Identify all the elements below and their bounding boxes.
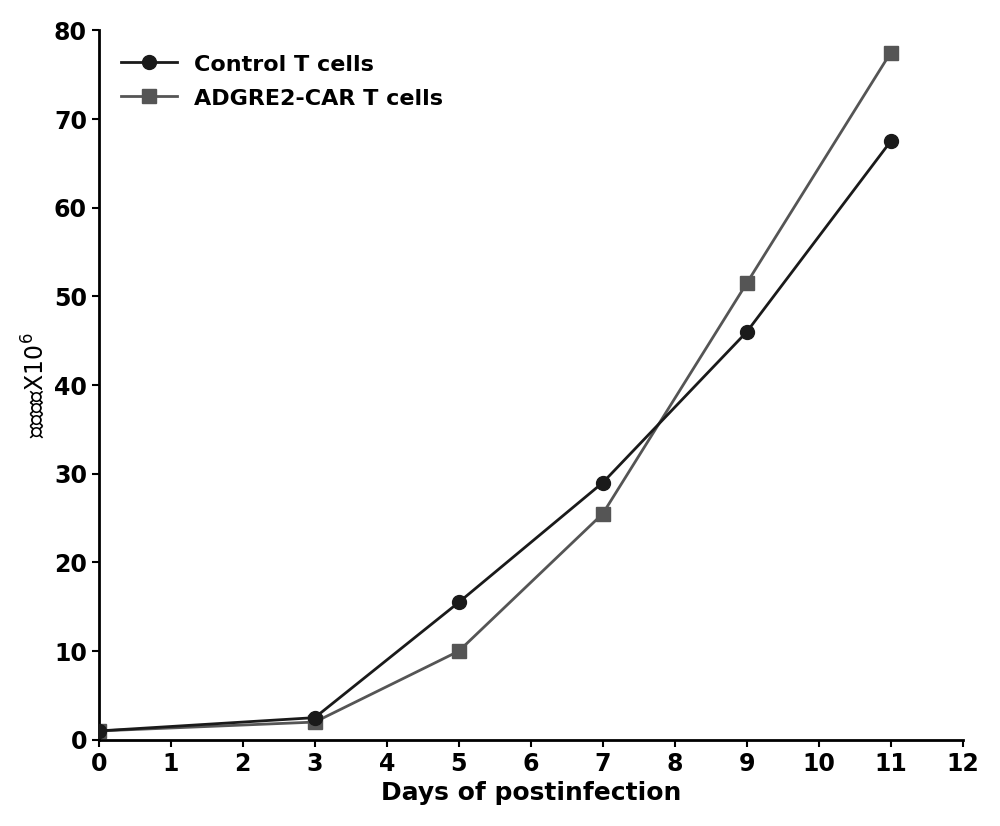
Y-axis label: 细胞数量X10$^{6}$: 细胞数量X10$^{6}$ bbox=[21, 332, 48, 438]
ADGRE2-CAR T cells bbox=[453, 646, 465, 656]
ADGRE2-CAR T cells bbox=[597, 509, 609, 519]
ADGRE2-CAR T cells bbox=[741, 278, 753, 288]
Control T cells bbox=[93, 726, 105, 736]
ADGRE2-CAR T cells bbox=[93, 726, 105, 736]
Control T cells bbox=[885, 136, 897, 146]
ADGRE2-CAR T cells bbox=[885, 48, 897, 58]
Line: ADGRE2-CAR T cells: ADGRE2-CAR T cells bbox=[92, 45, 898, 738]
Control T cells bbox=[741, 327, 753, 337]
ADGRE2-CAR T cells bbox=[309, 717, 321, 727]
Control T cells bbox=[309, 713, 321, 723]
X-axis label: Days of postinfection: Days of postinfection bbox=[381, 781, 681, 805]
Line: Control T cells: Control T cells bbox=[92, 135, 898, 738]
Legend: Control T cells, ADGRE2-CAR T cells: Control T cells, ADGRE2-CAR T cells bbox=[110, 41, 454, 121]
Control T cells bbox=[597, 477, 609, 487]
Control T cells bbox=[453, 597, 465, 607]
